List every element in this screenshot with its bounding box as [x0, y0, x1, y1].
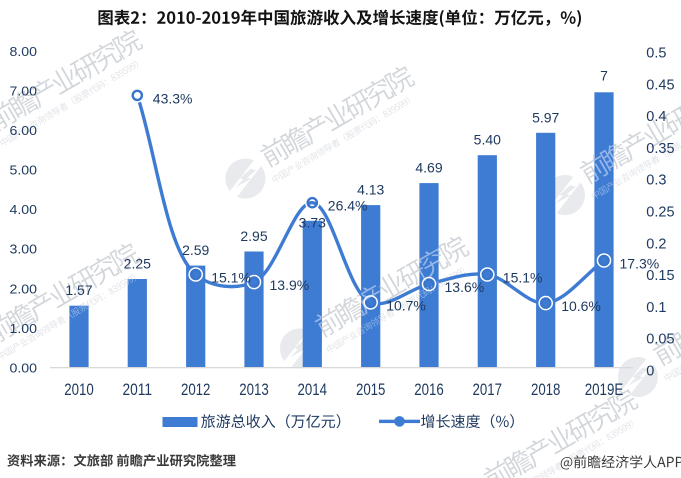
svg-text:0.05: 0.05 — [646, 332, 674, 348]
svg-text:15.1%: 15.1% — [211, 269, 251, 285]
svg-text:2015: 2015 — [356, 380, 386, 399]
svg-text:13.9%: 13.9% — [270, 277, 310, 293]
svg-text:2.25: 2.25 — [124, 256, 151, 272]
svg-text:43.3%: 43.3% — [153, 90, 193, 106]
svg-text:2017: 2017 — [473, 380, 503, 399]
svg-text:0.2: 0.2 — [646, 236, 666, 252]
svg-text:13.6%: 13.6% — [445, 279, 485, 295]
svg-text:4.69: 4.69 — [415, 160, 442, 176]
svg-text:4.13: 4.13 — [357, 182, 384, 198]
svg-text:0.1: 0.1 — [646, 300, 666, 316]
svg-text:3.73: 3.73 — [299, 214, 326, 230]
svg-text:2.59: 2.59 — [182, 242, 209, 258]
svg-text:2019E: 2019E — [585, 380, 624, 399]
svg-text:3.00: 3.00 — [10, 242, 38, 257]
svg-text:0.25: 0.25 — [646, 205, 674, 221]
svg-text:5.00: 5.00 — [10, 163, 38, 178]
svg-text:2.00: 2.00 — [10, 281, 38, 296]
svg-text:0.3: 0.3 — [646, 173, 666, 189]
svg-text:10.7%: 10.7% — [386, 297, 426, 313]
svg-text:7: 7 — [600, 67, 608, 83]
svg-text:2012: 2012 — [181, 380, 211, 399]
svg-text:17.3%: 17.3% — [620, 255, 660, 271]
svg-text:2018: 2018 — [531, 380, 561, 399]
svg-text:0: 0 — [646, 363, 654, 379]
svg-text:0.45: 0.45 — [646, 78, 674, 94]
svg-text:5.97: 5.97 — [532, 109, 559, 125]
svg-text:10.6%: 10.6% — [561, 298, 601, 314]
svg-text:2016: 2016 — [414, 380, 444, 399]
svg-text:7.00: 7.00 — [10, 84, 38, 99]
svg-text:1.57: 1.57 — [65, 282, 92, 298]
svg-text:0.5: 0.5 — [646, 46, 666, 62]
svg-text:0.4: 0.4 — [646, 109, 666, 125]
svg-text:5.40: 5.40 — [474, 132, 501, 148]
svg-text:1.00: 1.00 — [10, 321, 38, 336]
svg-text:2010: 2010 — [64, 380, 94, 399]
svg-text:4.00: 4.00 — [10, 202, 38, 217]
svg-text:2.95: 2.95 — [240, 228, 267, 244]
svg-text:2013: 2013 — [239, 380, 269, 399]
svg-text:0.35: 0.35 — [646, 141, 674, 157]
svg-text:15.1%: 15.1% — [503, 269, 543, 285]
svg-text:26.4%: 26.4% — [328, 198, 368, 214]
svg-text:0.15: 0.15 — [646, 268, 674, 284]
svg-text:8.00: 8.00 — [10, 44, 38, 59]
svg-text:6.00: 6.00 — [10, 123, 38, 138]
svg-text:2011: 2011 — [123, 380, 153, 399]
svg-text:2014: 2014 — [298, 380, 328, 399]
svg-text:0.00: 0.00 — [10, 360, 38, 375]
